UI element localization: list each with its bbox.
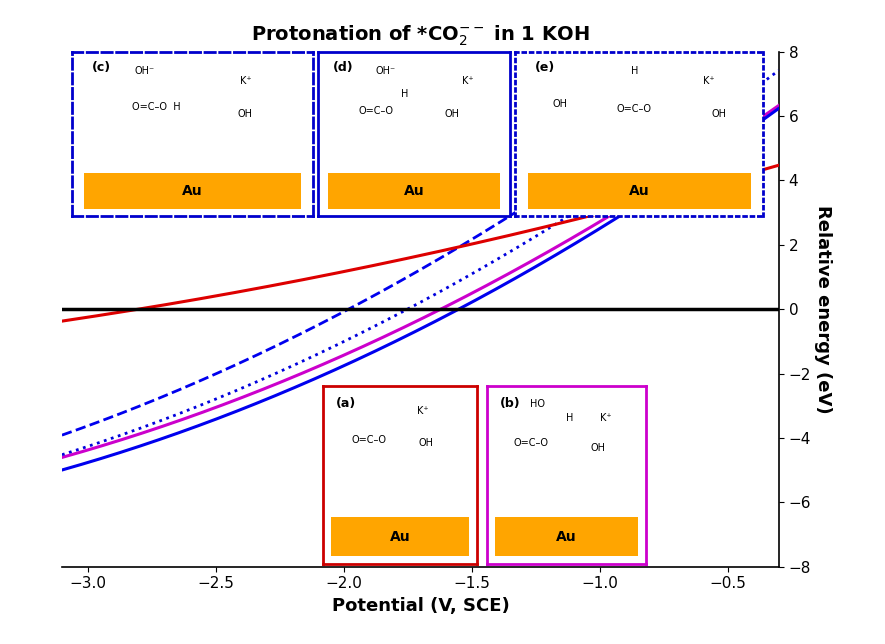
Text: HO: HO bbox=[530, 399, 545, 409]
Bar bbox=[84, 173, 301, 209]
Bar bbox=[495, 518, 638, 556]
Bar bbox=[331, 518, 469, 556]
Text: K⁺: K⁺ bbox=[600, 413, 612, 423]
Bar bbox=[527, 173, 751, 209]
Text: H: H bbox=[631, 66, 638, 76]
Text: K⁺: K⁺ bbox=[462, 76, 473, 86]
Text: OH: OH bbox=[419, 438, 434, 448]
Text: Au: Au bbox=[404, 184, 424, 198]
Text: K⁺: K⁺ bbox=[417, 406, 428, 416]
Text: (d): (d) bbox=[334, 61, 354, 74]
Title: Protonation of *CO$_2^{--}$ in 1 KOH: Protonation of *CO$_2^{--}$ in 1 KOH bbox=[251, 23, 589, 48]
Y-axis label: Relative energy (eV): Relative energy (eV) bbox=[814, 205, 832, 413]
Text: (e): (e) bbox=[535, 61, 555, 74]
Text: Au: Au bbox=[389, 530, 411, 544]
Text: OH⁻: OH⁻ bbox=[135, 66, 155, 76]
Text: Au: Au bbox=[629, 184, 650, 198]
Text: H: H bbox=[401, 90, 408, 99]
Text: K⁺: K⁺ bbox=[703, 76, 714, 86]
Text: H: H bbox=[566, 413, 573, 423]
Text: O=C–O  H: O=C–O H bbox=[132, 102, 181, 112]
Text: Au: Au bbox=[182, 184, 203, 198]
Text: Au: Au bbox=[556, 530, 577, 544]
Text: OH: OH bbox=[712, 109, 727, 119]
X-axis label: Potential (V, SCE): Potential (V, SCE) bbox=[332, 597, 509, 615]
Text: O=C–O: O=C–O bbox=[514, 438, 549, 448]
Text: (c): (c) bbox=[91, 61, 111, 74]
Text: O=C–O: O=C–O bbox=[617, 104, 652, 114]
Text: OH: OH bbox=[590, 443, 605, 453]
Text: (a): (a) bbox=[335, 397, 356, 410]
Text: OH: OH bbox=[238, 109, 253, 119]
Text: OH: OH bbox=[552, 99, 567, 109]
Text: OH⁻: OH⁻ bbox=[375, 66, 396, 76]
Bar bbox=[327, 173, 500, 209]
Text: O=C–O: O=C–O bbox=[358, 106, 393, 116]
Text: O=C–O: O=C–O bbox=[351, 435, 387, 444]
Text: OH: OH bbox=[445, 109, 460, 119]
Text: (b): (b) bbox=[500, 397, 520, 410]
Text: K⁺: K⁺ bbox=[240, 76, 251, 86]
